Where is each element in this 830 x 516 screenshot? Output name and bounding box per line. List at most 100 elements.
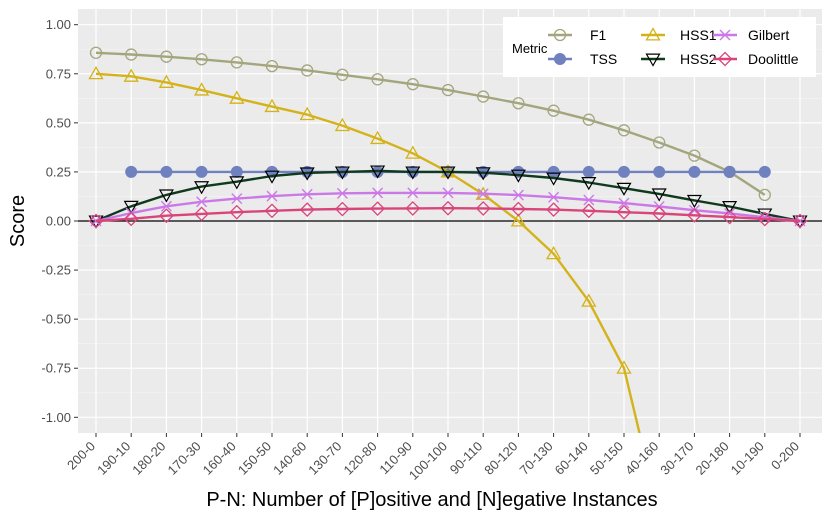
point-gilbert bbox=[336, 187, 348, 199]
point-hss2 bbox=[510, 169, 526, 183]
legend-item-tss: TSS bbox=[548, 51, 617, 67]
point-hss2 bbox=[686, 194, 702, 209]
point-gilbert bbox=[512, 189, 524, 201]
legend-item-hss2: HSS2 bbox=[641, 51, 717, 67]
point-tss bbox=[582, 165, 595, 178]
x-tick-label: 140-60 bbox=[270, 439, 309, 478]
x-tick-label: 130-70 bbox=[305, 439, 344, 478]
point-doolittle bbox=[123, 211, 139, 227]
x-stroke bbox=[266, 190, 278, 202]
point-tss bbox=[688, 165, 701, 178]
x-stroke bbox=[618, 197, 630, 209]
point-f1 bbox=[406, 78, 419, 91]
y-axis: 1.00 0.75 0.50 0.25 0.00 -0.25 -0.50 -0.75 -1.00 bbox=[41, 17, 78, 425]
point-f1 bbox=[265, 59, 279, 73]
y-tick-label: -0.75 bbox=[41, 361, 71, 376]
point-gilbert bbox=[372, 187, 384, 199]
point-f1 bbox=[160, 50, 173, 63]
point-doolittle bbox=[686, 207, 702, 223]
x-tick-label: 120-80 bbox=[340, 439, 379, 478]
series-line-hss2 bbox=[95, 169, 801, 223]
point-f1 bbox=[230, 56, 243, 69]
point-tss bbox=[547, 165, 560, 178]
point-hss2 bbox=[440, 166, 456, 180]
point-f1 bbox=[336, 68, 349, 81]
legend: Metric F1 TSS HSS1 HSS2 Gilbert Doolittle bbox=[503, 17, 816, 77]
point-hss2 bbox=[123, 200, 139, 214]
x-tick-label: 180-20 bbox=[129, 439, 168, 478]
x-tick-label: 170-30 bbox=[164, 439, 203, 478]
x-tick-label: 90-110 bbox=[447, 439, 486, 478]
x-stroke bbox=[477, 188, 489, 200]
point-f1 bbox=[512, 97, 525, 110]
point-doolittle bbox=[88, 213, 104, 229]
x-tick-label: 80-120 bbox=[481, 439, 520, 478]
point-doolittle bbox=[546, 202, 562, 218]
point-gilbert bbox=[231, 193, 243, 205]
y-tick-label: 0.75 bbox=[46, 66, 71, 81]
point-gilbert bbox=[442, 187, 454, 199]
legend-marker-tss bbox=[554, 53, 566, 65]
y-tick-label: 0.25 bbox=[46, 164, 71, 179]
point-hss1 bbox=[299, 106, 315, 121]
point-hss1 bbox=[510, 213, 527, 227]
point-f1 bbox=[195, 53, 208, 66]
point-hss1 bbox=[264, 98, 280, 113]
x-tick-label: 30-170 bbox=[657, 439, 696, 478]
point-hss2 bbox=[546, 172, 562, 186]
point-hss2 bbox=[475, 167, 491, 181]
legend-item-hss1: HSS1 bbox=[641, 27, 717, 43]
x-tick-label: 150-50 bbox=[235, 439, 274, 478]
legend-item-doolittle: Doolittle bbox=[713, 51, 799, 67]
x-stroke bbox=[160, 200, 172, 212]
x-stroke bbox=[442, 187, 454, 199]
x-tick-label: 100-100 bbox=[406, 439, 450, 483]
point-tss bbox=[160, 165, 173, 178]
point-doolittle bbox=[334, 201, 350, 217]
x-stroke bbox=[548, 191, 560, 203]
y-tick-label: -1.00 bbox=[41, 410, 71, 425]
point-hss2 bbox=[264, 170, 280, 184]
point-hss2 bbox=[158, 189, 174, 203]
point-doolittle bbox=[158, 208, 174, 224]
x-axis: 200-0190-10180-20170-30160-40150-50140-6… bbox=[64, 433, 802, 483]
point-tss bbox=[618, 165, 630, 178]
point-hss2 bbox=[229, 176, 245, 190]
point-hss1 bbox=[545, 245, 562, 260]
x-axis-title: P-N: Number of [P]ositive and [N]egative… bbox=[206, 489, 657, 511]
x-stroke bbox=[583, 194, 595, 206]
x-tick-label: 190-10 bbox=[94, 439, 133, 478]
point-hss2 bbox=[370, 165, 386, 179]
point-tss bbox=[758, 165, 771, 178]
legend-label-tss: TSS bbox=[590, 51, 617, 67]
point-doolittle bbox=[651, 206, 667, 221]
point-hss1 bbox=[158, 74, 175, 88]
legend-marker-doolittle bbox=[717, 51, 733, 67]
point-hss2 bbox=[616, 182, 632, 196]
point-f1 bbox=[653, 136, 666, 149]
point-hss2 bbox=[651, 188, 667, 202]
point-tss bbox=[125, 165, 138, 178]
point-doolittle bbox=[475, 201, 491, 216]
point-hss2 bbox=[405, 166, 421, 180]
point-hss1 bbox=[229, 90, 245, 104]
x-stroke bbox=[196, 196, 208, 208]
legend-marker-hss2 bbox=[645, 53, 661, 67]
legend-item-gilbert: Gilbert bbox=[713, 27, 789, 43]
legend-label-doolittle: Doolittle bbox=[748, 51, 799, 67]
point-tss bbox=[723, 165, 736, 178]
point-hss2 bbox=[334, 166, 350, 180]
legend-title: Metric bbox=[512, 41, 548, 56]
point-doolittle bbox=[792, 213, 808, 229]
legend-label-f1: F1 bbox=[590, 27, 607, 43]
point-hss2 bbox=[299, 167, 315, 181]
point-gilbert bbox=[196, 196, 208, 208]
point-doolittle bbox=[440, 200, 456, 216]
x-stroke bbox=[372, 187, 384, 199]
series-layer bbox=[88, 46, 808, 433]
x-tick-label: 70-130 bbox=[516, 439, 555, 478]
x-stroke bbox=[231, 193, 243, 205]
x-stroke bbox=[688, 204, 700, 216]
x-tick-label: 160-40 bbox=[200, 439, 239, 478]
